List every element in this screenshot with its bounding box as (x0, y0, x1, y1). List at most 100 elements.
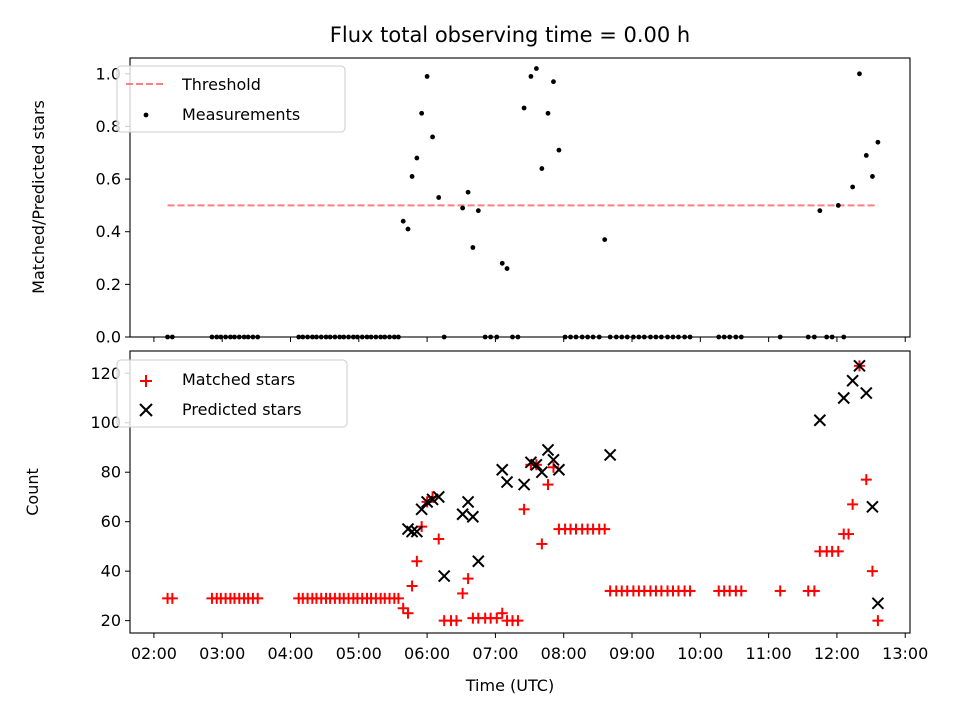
top-y-tick-label: 0.8 (96, 117, 121, 136)
matched-star-point (433, 533, 445, 545)
measurement-point (419, 110, 425, 116)
measurement-point (504, 266, 510, 271)
measurement-point (475, 208, 481, 214)
bottom-y-axis-label: Count (23, 468, 42, 516)
matched-star-point (166, 592, 178, 604)
predicted-star-point (535, 466, 549, 479)
matched-star-point (735, 585, 747, 597)
predicted-star-point (846, 374, 859, 387)
bot-y-tick-label: 100 (90, 413, 121, 432)
predicted-star-point (456, 508, 469, 521)
predicted-star-point (813, 414, 827, 427)
top-y-tick-label: 0.6 (96, 170, 121, 189)
measurement-point (436, 195, 442, 200)
bot-y-tick-label: 60 (101, 512, 121, 531)
matched-star-point (392, 592, 404, 604)
matched-star-point (406, 580, 418, 592)
predicted-star-point (496, 463, 509, 476)
bottom-x-tick-label: 04:00 (267, 644, 313, 663)
predicted-star-point (405, 525, 419, 538)
legend-measurements-label: Measurements (182, 105, 300, 124)
measurement-point (499, 260, 505, 266)
matched-star-point (536, 538, 548, 550)
measurement-point (405, 226, 411, 232)
matched-star-point (843, 528, 855, 540)
bot-y-tick-label: 40 (101, 562, 121, 581)
measurement-point (533, 66, 539, 71)
matched-star-point (491, 612, 503, 624)
predicted-star-point (866, 500, 879, 514)
predicted-star-point (837, 391, 850, 405)
top-y-tick-label: 1.0 (96, 64, 121, 83)
predicted-star-point (547, 453, 560, 467)
matched-star-point (832, 545, 844, 557)
bottom-x-tick-label: 06:00 (404, 644, 450, 663)
measurement-point (835, 202, 841, 208)
top-y-tick-label: 0.0 (96, 328, 121, 347)
top-axes-frame (129, 57, 911, 338)
matched-star-point (450, 615, 462, 627)
measurement-point (870, 174, 875, 179)
measurement-point (556, 147, 562, 153)
predicted-star-point (410, 525, 424, 538)
legend-matched-swatch (140, 375, 152, 387)
legend-matched-label: Matched stars (182, 370, 295, 389)
measurement-point (528, 74, 534, 79)
measurement-point (875, 139, 881, 145)
bottom-x-tick-label: 02:00 (131, 644, 177, 663)
predicted-star-point (500, 475, 514, 489)
measurement-point (857, 71, 862, 77)
bottom-x-tick-label: 09:00 (609, 644, 655, 663)
measurement-point (409, 174, 415, 179)
predicted-star-point (432, 490, 445, 504)
bottom-x-tick-label: 12:00 (814, 644, 860, 663)
top-legend-box (116, 65, 346, 133)
bottom-x-tick-label: 03:00 (199, 644, 245, 663)
bot-y-tick-label: 20 (101, 611, 121, 630)
predicted-star-point (517, 478, 531, 491)
matched-star-point (847, 498, 859, 510)
top-legend: Threshold Measurements (116, 65, 346, 133)
predicted-star-point (415, 503, 428, 516)
measurement-point (545, 110, 551, 116)
measurement-point (424, 74, 430, 79)
measurement-point (863, 152, 869, 158)
measurement-point (602, 237, 608, 243)
predicted-star-point (853, 359, 866, 373)
predicted-star-point (466, 510, 480, 523)
predicted-star-point (552, 463, 566, 476)
matched-star-point (808, 585, 820, 597)
bottom-series (162, 359, 885, 627)
matched-star-point (542, 479, 554, 491)
predicted-star-point (541, 443, 555, 457)
predicted-star-point (530, 458, 543, 471)
predicted-star-point (461, 495, 475, 509)
top-y-axis: 0.0 0.2 0.4 0.6 0.8 1.0 (96, 64, 130, 347)
bottom-x-tick-label: 08:00 (541, 644, 587, 663)
matched-star-point (402, 607, 414, 619)
measurement-point (465, 189, 471, 195)
bottom-x-tick-label: 10:00 (677, 644, 723, 663)
matched-star-point (684, 585, 696, 597)
bottom-y-axis: 20 40 60 80 100 120 (90, 364, 130, 630)
legend-predicted-label: Predicted stars (182, 400, 302, 419)
bottom-x-tick-label: 05:00 (336, 644, 382, 663)
top-y-tick-label: 0.4 (96, 222, 121, 241)
matched-star-point (512, 615, 524, 627)
matched-star-point (411, 555, 423, 567)
measurement-point (470, 245, 476, 250)
bottom-x-tick-label: 13:00 (882, 644, 928, 663)
legend-predicted-swatch (139, 403, 153, 417)
matched-star-point (397, 602, 409, 614)
bot-y-tick-label: 120 (90, 364, 121, 383)
top-y-axis-label: Matched/Predicted stars (29, 100, 48, 294)
top-series (165, 66, 881, 340)
bottom-x-tick-label: 07:00 (472, 644, 518, 663)
predicted-star-point (871, 597, 885, 610)
legend-measurements-swatch (143, 112, 149, 118)
measurement-point (414, 155, 420, 161)
bottom-x-axis: 02:00 03:00 04:00 05:00 06:00 07:00 08:00 09:00… (131, 633, 928, 663)
measurement-point (521, 105, 527, 111)
matched-star-point (518, 503, 530, 515)
